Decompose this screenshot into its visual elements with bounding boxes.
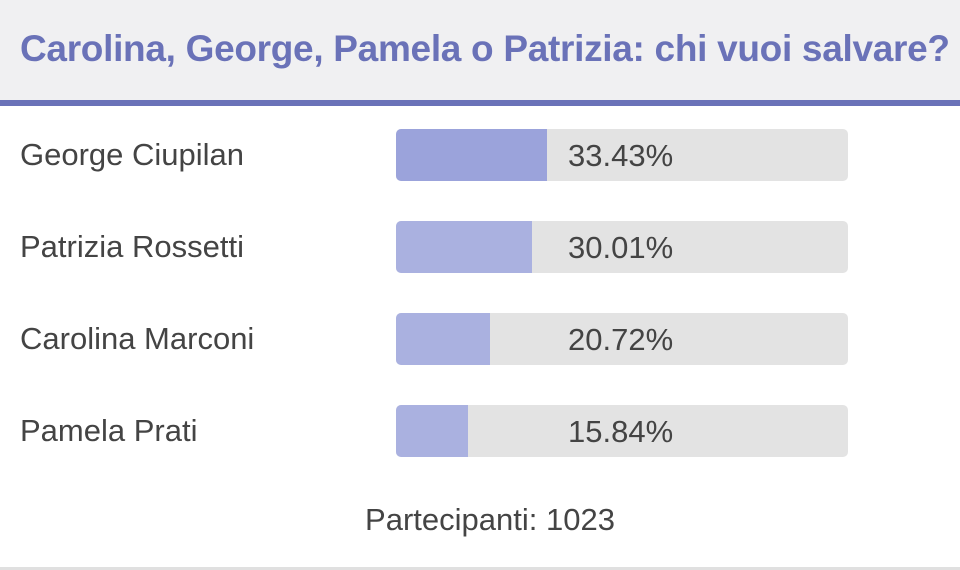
option-percent: 33.43% (568, 138, 674, 173)
option-bar-fill (396, 129, 548, 181)
option-percent: 20.72% (568, 322, 674, 357)
option-bar-fill (396, 313, 490, 365)
option-label: Patrizia Rossetti (20, 229, 244, 264)
option-bar[interactable]: 30.01% (396, 221, 848, 273)
option-bar-fill (396, 221, 532, 273)
poll-header: Carolina, George, Pamela o Patrizia: chi… (0, 0, 960, 106)
option-percent: 15.84% (568, 414, 674, 449)
poll-title: Carolina, George, Pamela o Patrizia: chi… (20, 28, 950, 69)
poll-option-patrizia-rossetti[interactable]: Patrizia Rossetti 30.01% (0, 221, 960, 273)
poll-option-george-ciupilan[interactable]: George Ciupilan 33.43% (0, 129, 960, 181)
poll-option-carolina-marconi[interactable]: Carolina Marconi 20.72% (0, 313, 960, 365)
option-label: Carolina Marconi (20, 321, 255, 356)
option-bar-fill (396, 405, 468, 457)
poll-option-pamela-prati[interactable]: Pamela Prati 15.84% (0, 405, 960, 457)
bottom-divider (0, 567, 960, 570)
option-bar[interactable]: 15.84% (396, 405, 848, 457)
participants-count: Partecipanti: 1023 (365, 502, 615, 537)
option-label: George Ciupilan (20, 137, 245, 172)
option-percent: 30.01% (568, 230, 674, 265)
option-label: Pamela Prati (20, 413, 198, 448)
option-bar[interactable]: 33.43% (396, 129, 848, 181)
option-bar[interactable]: 20.72% (396, 313, 848, 365)
